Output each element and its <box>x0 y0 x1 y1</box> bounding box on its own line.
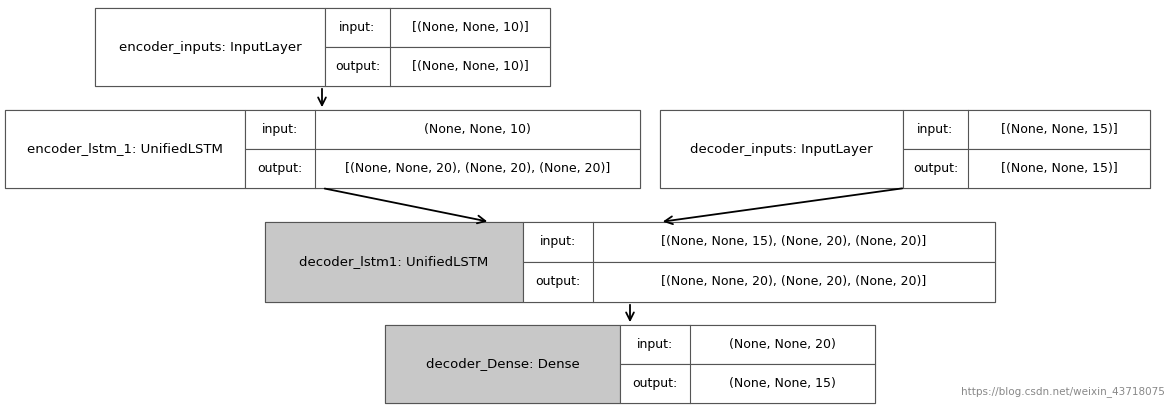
Text: (None, None, 20): (None, None, 20) <box>728 338 835 351</box>
Text: input:: input: <box>637 338 673 351</box>
Bar <box>385 325 620 403</box>
Text: output:: output: <box>335 60 381 73</box>
Bar <box>95 8 550 86</box>
Bar <box>904 110 1150 149</box>
Bar <box>523 222 995 262</box>
Text: decoder_Dense: Dense: decoder_Dense: Dense <box>425 358 579 371</box>
Bar <box>266 222 523 302</box>
Text: input:: input: <box>918 123 954 136</box>
Text: output:: output: <box>632 377 678 390</box>
Bar <box>266 222 995 302</box>
Text: [(None, None, 15)]: [(None, None, 15)] <box>1001 123 1117 136</box>
Text: output:: output: <box>913 162 958 175</box>
Text: [(None, None, 20), (None, 20), (None, 20)]: [(None, None, 20), (None, 20), (None, 20… <box>662 275 927 288</box>
Text: [(None, None, 10)]: [(None, None, 10)] <box>411 60 529 73</box>
Text: decoder_inputs: InputLayer: decoder_inputs: InputLayer <box>690 143 873 156</box>
Bar <box>5 110 246 188</box>
Text: input:: input: <box>262 123 298 136</box>
Bar <box>246 110 640 149</box>
Text: input:: input: <box>340 21 376 34</box>
Text: decoder_lstm1: UnifiedLSTM: decoder_lstm1: UnifiedLSTM <box>300 256 489 269</box>
Bar <box>523 262 995 302</box>
Text: encoder_inputs: InputLayer: encoder_inputs: InputLayer <box>119 40 301 53</box>
Text: [(None, None, 10)]: [(None, None, 10)] <box>411 21 529 34</box>
Bar <box>620 325 875 364</box>
Text: [(None, None, 15)]: [(None, None, 15)] <box>1001 162 1117 175</box>
Bar <box>325 8 550 47</box>
Bar <box>904 149 1150 188</box>
Bar <box>660 110 904 188</box>
Bar <box>620 364 875 403</box>
Text: https://blog.csdn.net/weixin_43718075: https://blog.csdn.net/weixin_43718075 <box>961 386 1164 397</box>
Text: encoder_lstm_1: UnifiedLSTM: encoder_lstm_1: UnifiedLSTM <box>27 143 223 156</box>
Text: output:: output: <box>536 275 580 288</box>
Bar <box>660 110 1150 188</box>
Text: [(None, None, 20), (None, 20), (None, 20)]: [(None, None, 20), (None, 20), (None, 20… <box>345 162 610 175</box>
Text: (None, None, 10): (None, None, 10) <box>424 123 531 136</box>
Bar <box>385 325 875 403</box>
Bar <box>5 110 640 188</box>
Text: output:: output: <box>257 162 303 175</box>
Text: [(None, None, 15), (None, 20), (None, 20)]: [(None, None, 15), (None, 20), (None, 20… <box>662 235 927 249</box>
Text: input:: input: <box>539 235 576 249</box>
Bar <box>246 149 640 188</box>
Bar <box>95 8 325 86</box>
Bar <box>325 47 550 86</box>
Text: (None, None, 15): (None, None, 15) <box>728 377 835 390</box>
